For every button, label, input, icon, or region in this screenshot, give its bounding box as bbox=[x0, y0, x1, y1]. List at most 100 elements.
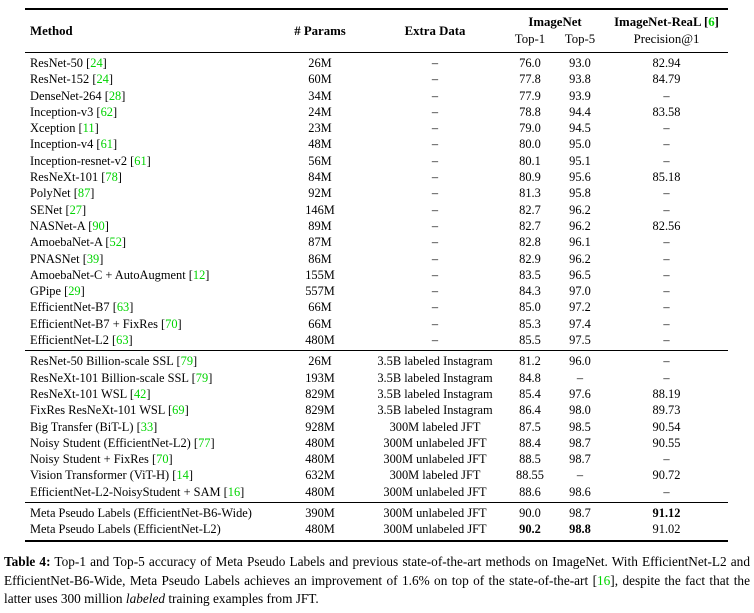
citation-number[interactable]: 87 bbox=[77, 186, 91, 201]
real-precision-cell: 90.72 bbox=[652, 468, 681, 483]
citation-link[interactable]: [33] bbox=[136, 419, 158, 434]
top1-cell: 88.4 bbox=[519, 435, 541, 450]
extra-data-cell: 3.5B labeled Instagram bbox=[377, 354, 493, 369]
citation-number[interactable]: 33 bbox=[140, 419, 154, 434]
citation-link[interactable]: [16] bbox=[223, 484, 245, 499]
extra-data-cell: 300M labeled JFT bbox=[389, 419, 481, 434]
top1-cell: 81.3 bbox=[519, 186, 541, 201]
params-cell: 87M bbox=[308, 235, 332, 250]
real-precision-cell: – bbox=[663, 354, 670, 369]
table-row: Xception [11] 23M – 79.0 94.5 – bbox=[25, 120, 728, 136]
citation-link[interactable]: [61] bbox=[96, 137, 118, 152]
citation-link[interactable]: [70] bbox=[151, 452, 173, 467]
method-cell: ResNeXt-101 Billion-scale SSL [79] bbox=[25, 370, 275, 386]
citation-number[interactable]: 69 bbox=[172, 403, 185, 418]
top1-cell: 86.4 bbox=[519, 403, 541, 418]
citation-number[interactable]: 79 bbox=[195, 370, 209, 385]
citation-number[interactable]: 62 bbox=[100, 104, 113, 119]
citation-link[interactable]: [90] bbox=[88, 218, 109, 233]
citation-number[interactable]: 27 bbox=[69, 202, 82, 217]
params-cell: 84M bbox=[308, 170, 332, 185]
real-precision-cell: 84.79 bbox=[652, 72, 681, 87]
citation-number[interactable]: 52 bbox=[109, 235, 122, 250]
citation-number[interactable]: 61 bbox=[100, 137, 113, 152]
citation-link[interactable]: [79] bbox=[191, 370, 213, 385]
citation-number[interactable]: 77 bbox=[198, 435, 211, 450]
table-row: Meta Pseudo Labels (EfficientNet-B6-Wide… bbox=[25, 505, 728, 521]
table-section-baselines: ResNet-50 [24] 26M –76.0 93.0 82.94 ResNet-15… bbox=[25, 53, 728, 350]
citation-number[interactable]: 16 bbox=[597, 572, 611, 588]
method-name: Inception-resnet-v2 bbox=[30, 153, 128, 168]
citation-number[interactable]: 79 bbox=[180, 354, 194, 369]
citation-link[interactable]: [24] bbox=[86, 56, 107, 70]
caption-text-3: training examples from JFT. bbox=[165, 591, 319, 607]
real-precision-cell: 82.94 bbox=[652, 56, 681, 70]
header-rule bbox=[25, 52, 728, 53]
citation-number[interactable]: 11 bbox=[82, 121, 95, 136]
citation-link[interactable]: [28] bbox=[104, 88, 126, 103]
params-cell: 48M bbox=[308, 137, 332, 152]
method-cell: Noisy Student (EfficientNet-L2) [77] bbox=[25, 435, 275, 451]
params-cell: 480M bbox=[305, 452, 335, 467]
citation-link[interactable]: [6] bbox=[703, 15, 719, 29]
citation-number[interactable]: 90 bbox=[92, 218, 105, 233]
params-cell: 34M bbox=[308, 88, 332, 103]
top1-cell: 84.8 bbox=[519, 370, 541, 385]
citation-number[interactable]: 63 bbox=[116, 333, 129, 348]
real-precision-cell: 85.18 bbox=[652, 170, 681, 185]
params-cell: 89M bbox=[308, 218, 332, 233]
citation-link[interactable]: [39] bbox=[82, 251, 104, 266]
table-row: AmoebaNet-C + AutoAugment [12] 155M – 83.5 9… bbox=[25, 267, 728, 283]
citation-link[interactable]: [63] bbox=[112, 333, 133, 348]
citation-link[interactable]: [27] bbox=[65, 202, 87, 217]
citation-link[interactable]: [79] bbox=[176, 354, 198, 369]
citation-number[interactable]: 28 bbox=[108, 88, 122, 103]
top1-cell: 85.4 bbox=[519, 386, 541, 401]
table-row: NASNet-A [90] 89M – 82.7 96.2 82.56 bbox=[25, 218, 728, 234]
citation-number[interactable]: 12 bbox=[192, 267, 206, 282]
citation-link[interactable]: [24] bbox=[92, 72, 113, 87]
citation-link[interactable]: [77] bbox=[193, 435, 215, 450]
citation-number[interactable]: 29 bbox=[68, 284, 81, 299]
method-name: Meta Pseudo Labels (EfficientNet-L2) bbox=[30, 522, 221, 537]
top1-cell: 85.3 bbox=[519, 316, 541, 331]
citation-number[interactable]: 70 bbox=[165, 316, 178, 331]
citation-number[interactable]: 14 bbox=[176, 468, 189, 483]
citation-link[interactable]: [12] bbox=[188, 267, 210, 282]
top5-cell: 95.0 bbox=[569, 137, 591, 152]
citation-link[interactable]: [69] bbox=[168, 403, 189, 418]
citation-link[interactable]: [52] bbox=[105, 235, 127, 250]
top1-cell: 87.5 bbox=[519, 419, 541, 434]
top1-cell: 79.0 bbox=[519, 121, 541, 136]
imagenet-real-label: ImageNet-ReaL bbox=[614, 15, 701, 29]
citation-link[interactable]: [87] bbox=[73, 186, 95, 201]
citation-number[interactable]: 24 bbox=[90, 56, 103, 70]
citation-number[interactable]: 42 bbox=[133, 386, 147, 401]
extra-data-cell: – bbox=[431, 300, 439, 315]
citation-link[interactable]: [63] bbox=[112, 300, 134, 315]
citation-number[interactable]: 24 bbox=[96, 72, 109, 87]
citation-number[interactable]: 63 bbox=[116, 300, 130, 315]
citation-number[interactable]: 39 bbox=[86, 251, 100, 266]
method-cell: AmoebaNet-A [52] bbox=[25, 234, 275, 250]
citation-number[interactable]: 70 bbox=[156, 452, 169, 467]
method-cell: EfficientNet-L2-NoisyStudent + SAM [16] bbox=[25, 484, 275, 500]
method-name: EfficientNet-B7 bbox=[30, 300, 110, 315]
citation-number[interactable]: 78 bbox=[105, 170, 118, 185]
citation-link[interactable]: [42] bbox=[129, 386, 151, 401]
citation-link[interactable]: [61] bbox=[130, 153, 151, 168]
real-precision-cell: – bbox=[663, 251, 670, 266]
citation-number[interactable]: 16 bbox=[227, 484, 241, 499]
params-cell: 66M bbox=[308, 316, 332, 331]
citation-link[interactable]: [16] bbox=[592, 572, 615, 588]
citation-number[interactable]: 6 bbox=[708, 15, 715, 29]
citation-link[interactable]: [70] bbox=[161, 316, 182, 331]
citation-link[interactable]: [62] bbox=[96, 104, 118, 119]
citation-link[interactable]: [11] bbox=[78, 121, 99, 136]
citation-link[interactable]: [78] bbox=[101, 170, 122, 185]
citation-link[interactable]: [14] bbox=[172, 468, 193, 483]
method-cell: EfficientNet-B7 + FixRes [70] bbox=[25, 316, 275, 332]
method-cell: GPipe [29] bbox=[25, 283, 275, 299]
citation-number[interactable]: 61 bbox=[134, 153, 147, 168]
citation-link[interactable]: [29] bbox=[64, 284, 85, 299]
